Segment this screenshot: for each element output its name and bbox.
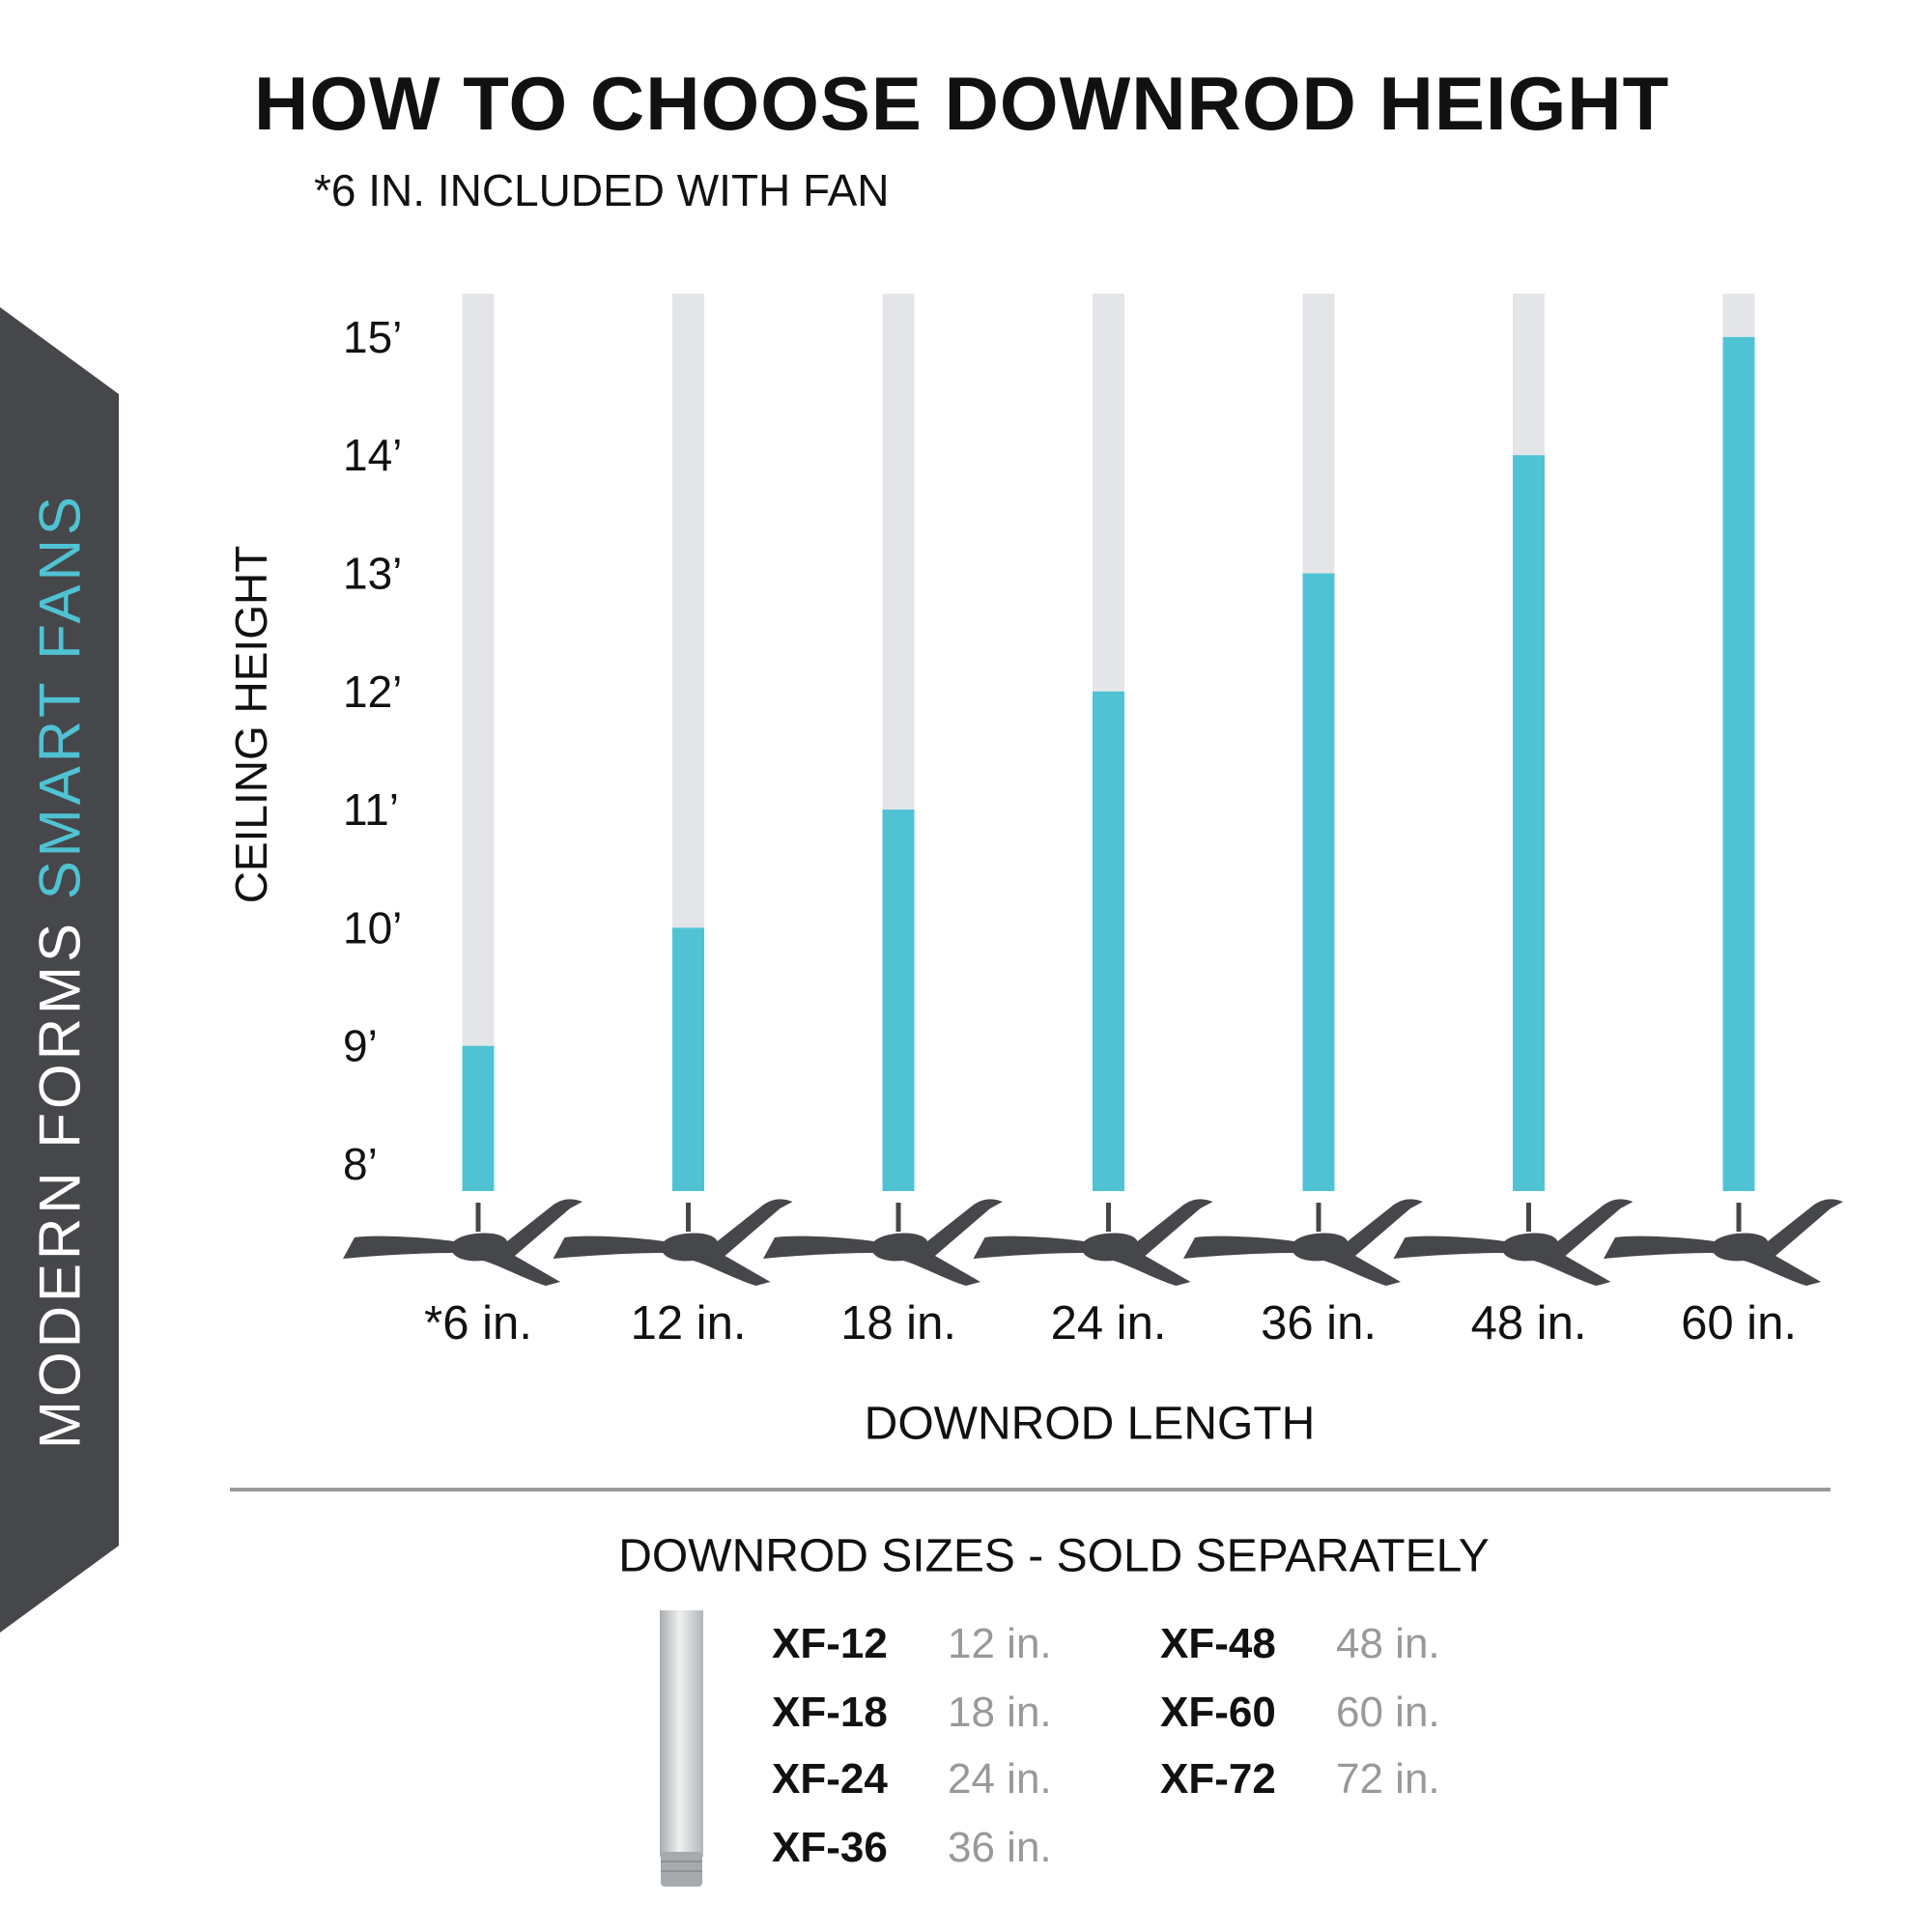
size-code: XF-48 (1160, 1620, 1276, 1667)
sizes-title: DOWNROD SIZES - SOLD SEPARATELY (618, 1530, 1490, 1582)
x-tick-label: 36 in. (1261, 1297, 1377, 1350)
bar (462, 1045, 495, 1191)
ceiling-fan-icon (1393, 1199, 1634, 1286)
y-tick-label: 9’ (343, 1021, 378, 1071)
size-length: 60 in. (1336, 1689, 1440, 1736)
ceiling-fan-icon (343, 1199, 582, 1286)
x-tick-label: 60 in. (1681, 1297, 1797, 1350)
ceiling-fan-icon (973, 1199, 1213, 1286)
page-title: HOW TO CHOOSE DOWNROD HEIGHT (254, 61, 1670, 146)
x-tick-label: 24 in. (1051, 1297, 1167, 1350)
size-code: XF-12 (772, 1620, 888, 1667)
size-code: XF-18 (772, 1689, 888, 1736)
page-subtitle: *6 IN. INCLUDED WITH FAN (314, 165, 890, 215)
divider (230, 1488, 1831, 1492)
bar (1093, 691, 1124, 1191)
y-tick-label: 8’ (343, 1139, 378, 1189)
size-code: XF-60 (1160, 1689, 1276, 1736)
size-code: XF-24 (772, 1755, 888, 1803)
bar (1513, 455, 1545, 1191)
y-tick-label: 14’ (343, 430, 402, 480)
x-tick-label: *6 in. (424, 1297, 532, 1350)
bar-track (462, 294, 495, 1191)
brand-banner (0, 307, 119, 1633)
bar (882, 810, 915, 1191)
size-length: 48 in. (1336, 1620, 1440, 1667)
ceiling-fan-icon (553, 1199, 793, 1286)
bar (672, 927, 704, 1191)
x-tick-label: 12 in. (631, 1297, 747, 1350)
y-tick-label: 15’ (343, 312, 402, 362)
size-length: 36 in. (948, 1824, 1052, 1871)
bar (1722, 336, 1755, 1191)
size-code: XF-36 (772, 1824, 888, 1871)
size-length: 72 in. (1336, 1755, 1440, 1803)
y-tick-label: 10’ (343, 902, 402, 952)
size-code: XF-72 (1160, 1755, 1276, 1803)
y-tick-label: 11’ (343, 784, 399, 835)
x-axis-label: DOWNROD LENGTH (864, 1398, 1316, 1450)
bar (1302, 573, 1335, 1191)
ceiling-fan-icon (1183, 1199, 1423, 1286)
size-length: 24 in. (948, 1755, 1052, 1803)
y-tick-label: 12’ (343, 667, 402, 717)
ceiling-fan-icon (1604, 1199, 1843, 1286)
x-tick-label: 18 in. (840, 1297, 956, 1350)
size-length: 12 in. (948, 1620, 1052, 1667)
size-length: 18 in. (948, 1689, 1052, 1736)
x-tick-label: 48 in. (1471, 1297, 1587, 1350)
y-tick-label: 13’ (343, 549, 402, 599)
downrod-image (660, 1610, 703, 1887)
y-axis-label: CEILING HEIGHT (226, 545, 276, 904)
ceiling-fan-icon (763, 1199, 1003, 1286)
